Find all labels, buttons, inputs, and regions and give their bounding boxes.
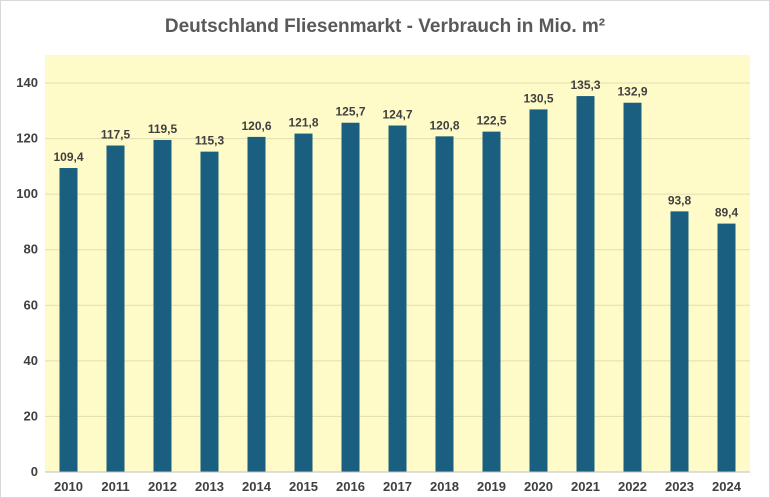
bar [59,168,78,472]
y-tick-label: 140 [16,75,38,90]
x-tick-label: 2012 [148,479,177,494]
x-tick-label: 2011 [101,479,129,494]
data-label: 120,8 [429,118,459,132]
data-label: 132,9 [617,85,647,99]
bar [106,145,125,472]
data-label: 115,3 [195,134,225,148]
y-tick-label: 120 [16,131,38,146]
x-tick-label: 2022 [618,479,647,494]
x-tick-label: 2021 [571,479,600,494]
data-label: 93,8 [668,193,692,207]
bar [529,109,548,473]
x-tick-label: 2014 [242,479,272,494]
y-axis-ticks: 0 20 40 60 80 100 120 140 [16,75,38,479]
y-tick-label: 80 [24,242,38,257]
x-tick-label: 2020 [524,479,553,494]
bar [670,211,689,472]
y-tick-label: 0 [31,464,38,479]
bar [717,223,736,472]
x-tick-label: 2013 [195,479,224,494]
data-label: 117,5 [101,128,131,142]
data-label: 89,4 [715,206,739,220]
bar [388,125,407,472]
bar [576,96,595,472]
bar [435,136,454,472]
bars [59,96,736,473]
bar [153,139,172,473]
data-label: 109,4 [53,150,83,164]
chart-title: Deutschland Fliesenmarkt - Verbrauch in … [164,16,606,37]
x-tick-label: 2010 [54,479,83,494]
data-label: 122,5 [476,114,506,128]
data-label: 119,5 [148,122,178,136]
y-tick-label: 20 [24,408,38,423]
x-tick-label: 2018 [430,479,459,494]
data-label: 124,7 [382,108,412,122]
data-label: 121,8 [288,116,318,130]
data-label: 120,6 [241,119,271,133]
x-tick-label: 2015 [289,479,318,494]
x-axis-ticks: 2010 2011 2012 2013 2014 2015 2016 2017 2018 2019… [54,479,742,494]
bar [247,136,266,472]
x-tick-label: 2016 [336,479,365,494]
x-tick-label: 2023 [665,479,694,494]
data-label: 135,3 [570,78,600,92]
bar [341,122,360,472]
x-tick-label: 2019 [477,479,506,494]
x-tick-label: 2024 [712,479,742,494]
y-tick-label: 40 [24,353,38,368]
bar [294,133,313,472]
data-label: 130,5 [523,91,553,105]
x-tick-label: 2017 [383,479,412,494]
bar [623,102,642,473]
data-labels: 109,4 117,5 119,5 115,3 120,6 121,8 125,7 124,7… [53,78,738,220]
y-tick-label: 60 [24,297,38,312]
y-tick-label: 100 [16,186,38,201]
data-label: 125,7 [335,105,365,119]
bar [200,151,219,472]
bar [482,131,501,472]
